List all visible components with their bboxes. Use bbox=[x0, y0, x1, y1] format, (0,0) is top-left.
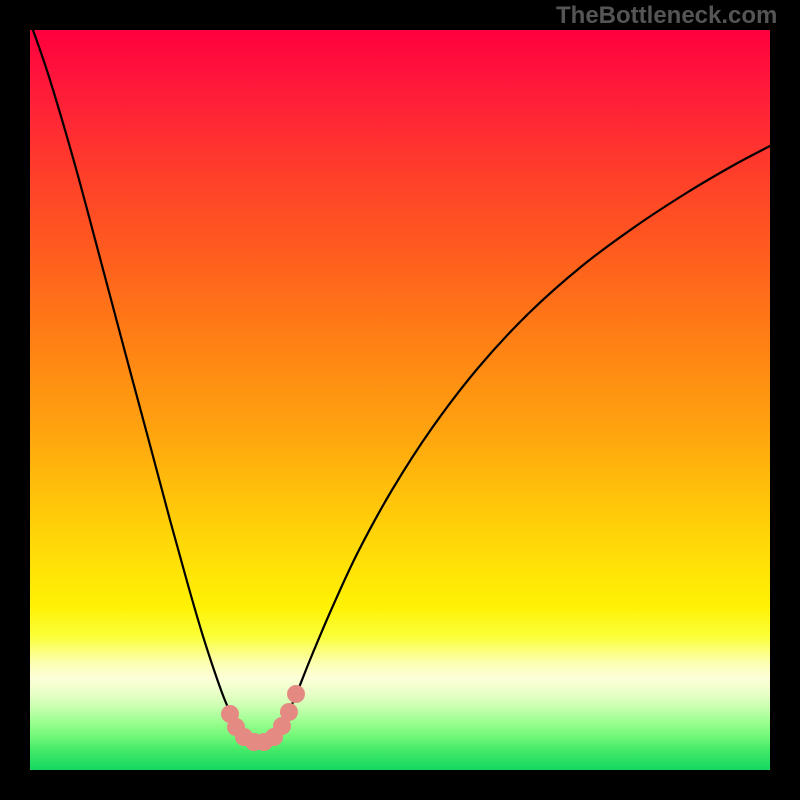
optimum-marker bbox=[280, 703, 298, 721]
watermark-text: TheBottleneck.com bbox=[556, 2, 777, 30]
chart-svg bbox=[0, 0, 800, 800]
optimum-marker bbox=[287, 685, 305, 703]
chart-plot-area bbox=[30, 30, 770, 770]
